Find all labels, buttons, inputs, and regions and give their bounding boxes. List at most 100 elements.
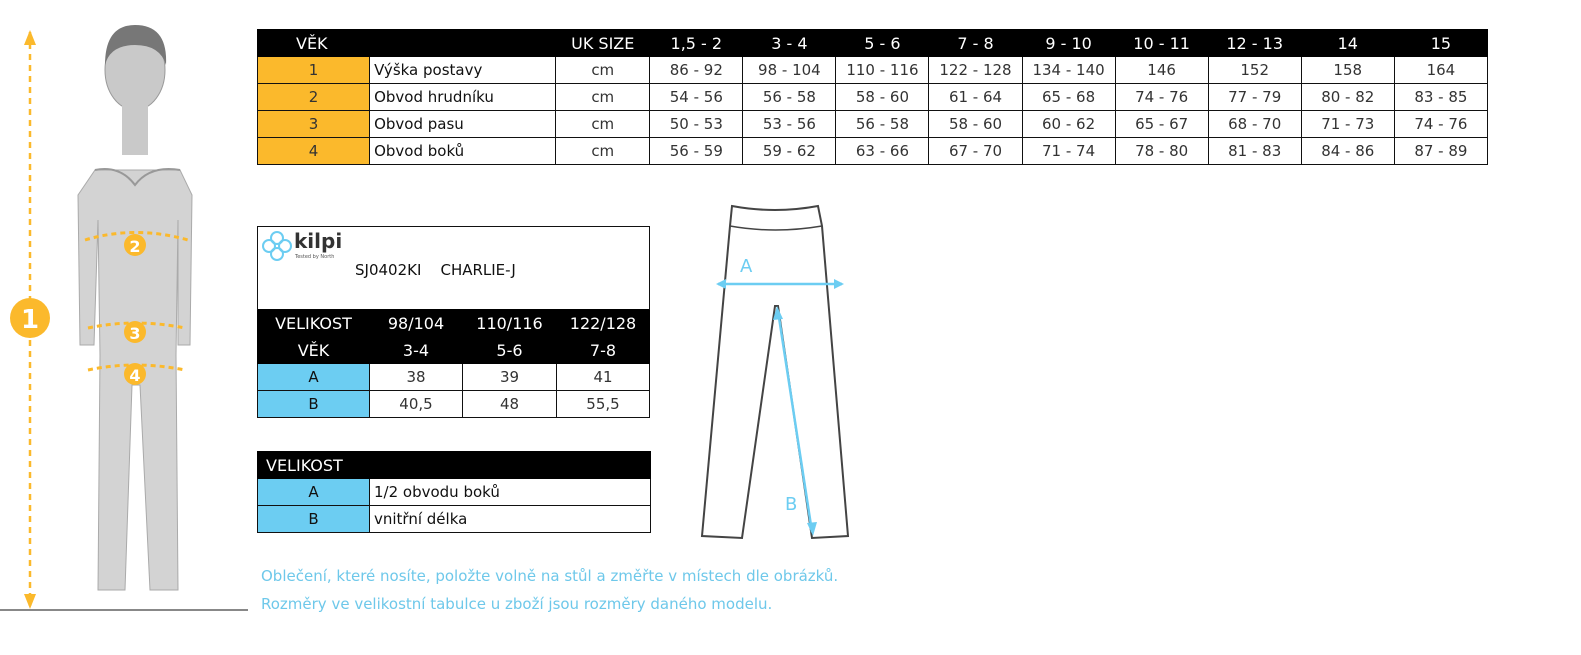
header-cell: 3 - 4 <box>742 29 837 57</box>
header-cell: VĚK <box>256 29 371 57</box>
header-cell: 122/128 <box>556 309 650 337</box>
header-cell: 7 - 8 <box>928 29 1023 57</box>
unit-cell: cm <box>555 110 651 138</box>
table-row: A 1/2 obvodu boků <box>257 478 652 506</box>
marker-3: 3 <box>129 324 140 343</box>
unit-cell: cm <box>555 56 651 84</box>
header-cell: 7-8 <box>556 336 650 364</box>
size-cell: 83 - 85 <box>1393 83 1489 111</box>
size-cell: 71 - 73 <box>1300 110 1395 138</box>
size-cell: 63 - 66 <box>835 137 930 165</box>
row-number: 2 <box>256 83 371 111</box>
header-cell: VELIKOST <box>257 309 370 337</box>
header-cell: 9 - 10 <box>1021 29 1116 57</box>
child-figure: 1 2 3 4 <box>0 25 248 611</box>
table-row: B 40,5 48 55,5 <box>257 390 650 418</box>
row-number: 3 <box>256 110 371 138</box>
header-cell <box>369 29 557 57</box>
row-number: 4 <box>256 137 371 165</box>
header-cell: 110/116 <box>462 309 557 337</box>
size-cell: 60 - 62 <box>1021 110 1116 138</box>
size-cell: 84 - 86 <box>1300 137 1395 165</box>
instruction-note: Oblečení, které nosíte, položte volně na… <box>261 567 839 585</box>
size-cell: 65 - 67 <box>1114 110 1209 138</box>
size-cell: 122 - 128 <box>928 56 1023 84</box>
row-label: Výška postavy <box>369 56 557 84</box>
header-cell: 98/104 <box>369 309 463 337</box>
row-label: Obvod boků <box>369 137 557 165</box>
table-row: 2 Obvod hrudníku cm 54 - 56 56 - 58 58 - 60 61… <box>256 83 1489 111</box>
size-cell: 61 - 64 <box>928 83 1023 111</box>
size-cell: 77 - 79 <box>1207 83 1302 111</box>
cell: 48 <box>462 390 557 418</box>
pants-diagram: A B <box>700 204 850 540</box>
size-cell: 56 - 58 <box>742 83 837 111</box>
cell: 39 <box>462 363 557 391</box>
header-cell: VĚK <box>257 336 370 364</box>
size-cell: 50 - 53 <box>649 110 744 138</box>
size-cell: 87 - 89 <box>1393 137 1489 165</box>
label-a: A <box>740 256 753 277</box>
table-row: A 38 39 41 <box>257 363 650 391</box>
row-label: B <box>257 390 370 418</box>
size-cell: 59 - 62 <box>742 137 837 165</box>
size-cell: 146 <box>1114 56 1209 84</box>
size-cell: 152 <box>1207 56 1302 84</box>
header-cell: 3-4 <box>369 336 463 364</box>
unit-cell: cm <box>555 83 651 111</box>
product-code: SJ0402KI <box>355 261 422 279</box>
table-row: 1 Výška postavy cm 86 - 92 98 - 104 110 - 116… <box>256 56 1489 84</box>
size-cell: 65 - 68 <box>1021 83 1116 111</box>
cell: 38 <box>369 363 463 391</box>
unit-cell: cm <box>555 137 651 165</box>
size-cell: 58 - 60 <box>835 83 930 111</box>
header-cell: 15 <box>1393 29 1489 57</box>
size-cell: 54 - 56 <box>649 83 744 111</box>
size-cell: 134 - 140 <box>1021 56 1116 84</box>
size-cell: 164 <box>1393 56 1489 84</box>
row-label: A <box>257 363 370 391</box>
header-cell: 12 - 13 <box>1207 29 1302 57</box>
kilpi-logo-icon <box>262 231 292 261</box>
marker-4: 4 <box>129 366 140 385</box>
cell: 41 <box>556 363 650 391</box>
product-size-table: kilpi Tested by North SJ0402KI CHARLIE-J… <box>257 226 650 418</box>
size-cell: 58 - 60 <box>928 110 1023 138</box>
product-name: CHARLIE-J <box>440 261 516 279</box>
size-cell: 71 - 74 <box>1021 137 1116 165</box>
table-row: 3 Obvod pasu cm 50 - 53 53 - 56 56 - 58 58 - 6… <box>256 110 1489 138</box>
legend-header: VELIKOST <box>256 451 652 479</box>
row-number: 1 <box>256 56 371 84</box>
brand-logo: kilpi <box>294 229 343 253</box>
row-label: A <box>257 478 370 506</box>
cell: vnitřní délka <box>368 505 652 533</box>
header-cell: 10 - 11 <box>1114 29 1209 57</box>
size-cell: 78 - 80 <box>1114 137 1209 165</box>
brand-tagline: Tested by North <box>295 254 335 260</box>
cell: 40,5 <box>369 390 463 418</box>
header-cell: 1,5 - 2 <box>649 29 744 57</box>
size-cell: 56 - 59 <box>649 137 744 165</box>
row-label: Obvod hrudníku <box>369 83 557 111</box>
size-cell: 68 - 70 <box>1207 110 1302 138</box>
size-cell: 67 - 70 <box>928 137 1023 165</box>
size-cell: 56 - 58 <box>835 110 930 138</box>
header-cell: UK SIZE <box>555 29 651 57</box>
product-header: kilpi Tested by North SJ0402KI CHARLIE-J <box>257 226 650 310</box>
table-row: 4 Obvod boků cm 56 - 59 59 - 62 63 - 66 67 - 7… <box>256 137 1489 165</box>
size-cell: 158 <box>1300 56 1395 84</box>
model-note: Rozměry ve velikostní tabulce u zboží js… <box>261 595 773 613</box>
marker-1: 1 <box>21 305 39 335</box>
marker-2: 2 <box>129 237 140 256</box>
header-cell: 5-6 <box>462 336 557 364</box>
row-label: B <box>257 505 370 533</box>
size-cell: 86 - 92 <box>649 56 744 84</box>
size-cell: 80 - 82 <box>1300 83 1395 111</box>
size-cell: 98 - 104 <box>742 56 837 84</box>
size-cell: 74 - 76 <box>1114 83 1209 111</box>
label-b: B <box>785 494 797 515</box>
size-cell: 53 - 56 <box>742 110 837 138</box>
